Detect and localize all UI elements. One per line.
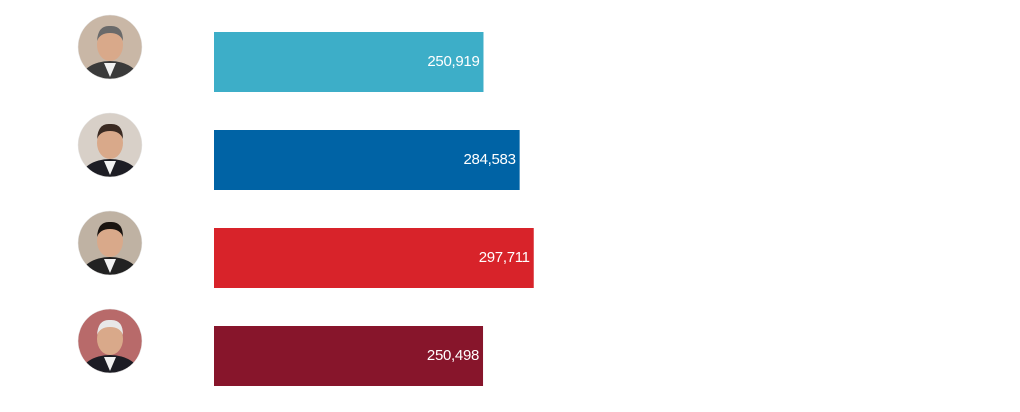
- portrait-face: [97, 29, 123, 61]
- portrait-frame: [77, 112, 143, 178]
- portrait: [78, 113, 142, 177]
- portrait-shirt: [104, 63, 116, 77]
- portrait-body: [80, 355, 140, 373]
- portrait-shirt: [104, 259, 116, 273]
- value-label: 250,498: [427, 347, 479, 364]
- portrait-frame: [77, 14, 143, 80]
- portrait-shirt: [104, 357, 116, 371]
- portrait-hair: [97, 25, 123, 41]
- value-label: 297,711: [479, 249, 530, 266]
- portrait-hair: [97, 123, 123, 139]
- portrait-frame: [77, 210, 143, 276]
- portrait-frame: [77, 308, 143, 374]
- bar: [214, 326, 484, 386]
- portrait-hair: [97, 221, 123, 237]
- portrait: [78, 15, 142, 79]
- bar: [214, 228, 534, 288]
- portrait-face: [97, 323, 123, 355]
- portrait-hair: [97, 319, 123, 335]
- portrait-face: [97, 127, 123, 159]
- portrait: [78, 309, 142, 373]
- portrait-body: [80, 257, 140, 275]
- portrait-shirt: [104, 161, 116, 175]
- bar: [214, 130, 520, 190]
- portrait: [78, 211, 142, 275]
- value-label: 250,919: [427, 53, 479, 70]
- portrait-body: [80, 61, 140, 79]
- portrait-body: [80, 159, 140, 177]
- bar: [214, 32, 484, 92]
- portrait-face: [97, 225, 123, 257]
- value-label: 284,583: [464, 151, 516, 168]
